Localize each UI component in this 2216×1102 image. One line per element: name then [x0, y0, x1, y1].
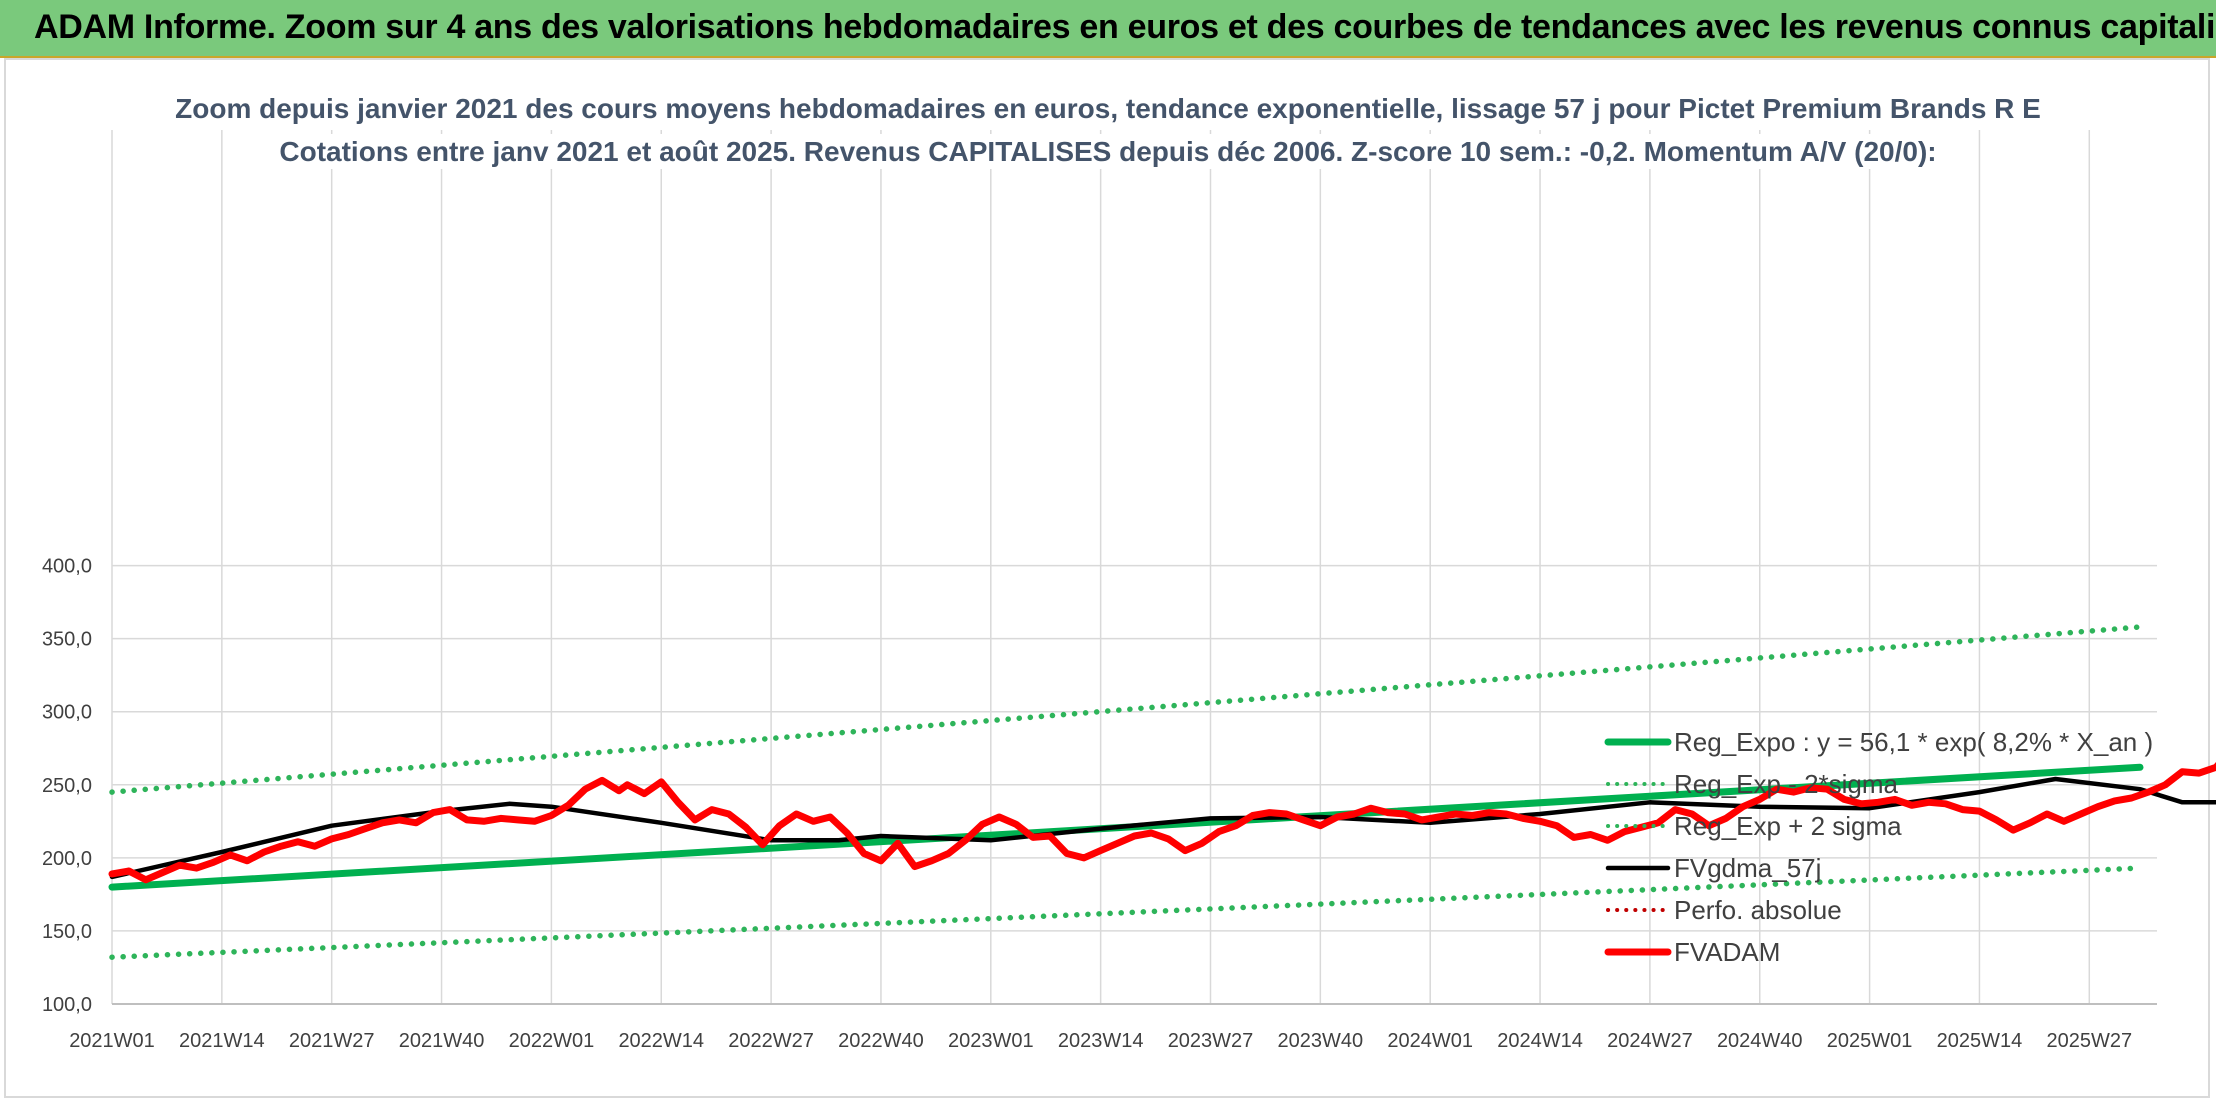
x-tick-label: 2025W01: [1827, 1030, 1913, 1052]
x-tick-label: 2021W27: [289, 1030, 375, 1052]
legend-fvadam-label: FVADAM: [1674, 937, 1780, 967]
x-tick-label: 2023W01: [948, 1030, 1034, 1052]
x-tick-label: 2025W27: [2046, 1030, 2132, 1052]
x-tick-label: 2024W27: [1607, 1030, 1693, 1052]
series-lines: [108, 624, 2216, 960]
legend-perfo-label: Perfo. absolue: [1674, 895, 1842, 925]
fvadam-line: [108, 762, 2216, 884]
chart-title: Zoom depuis janvier 2021 des cours moyen…: [175, 93, 2041, 124]
x-tick-label: 2023W27: [1168, 1030, 1254, 1052]
x-axis-labels: 2021W01 2021W14 2021W27 2021W40 2022W01 2022W…: [69, 1030, 2132, 1052]
x-tick-label: 2024W14: [1497, 1030, 1583, 1052]
x-tick-label: 2022W40: [838, 1030, 924, 1052]
chart-title-background: [167, 91, 2049, 126]
x-tick-label: 2024W40: [1717, 1030, 1803, 1052]
x-tick-label: 2024W01: [1387, 1030, 1473, 1052]
legend-reg-exp-plus-label: Reg_Exp + 2 sigma: [1674, 811, 1902, 841]
y-tick-label: 150,0: [42, 921, 92, 943]
x-tick-label: 2021W01: [69, 1030, 155, 1052]
x-tick-label: 2025W14: [1937, 1030, 2023, 1052]
legend-reg-exp-minus-label: Reg_Exp - 2*sigma: [1674, 769, 1899, 799]
y-tick-label: 300,0: [42, 702, 92, 724]
y-axis-labels: 100,0 150,0 200,0 250,0 300,0 350,0 400,0: [42, 556, 92, 1016]
x-tick-label: 2022W01: [509, 1030, 595, 1052]
chart-subtitle: Cotations entre janv 2021 et août 2025. …: [279, 136, 1936, 167]
legend-reg-expo-label: Reg_Expo : y = 56,1 * exp( 8,2% * X_an ): [1674, 727, 2153, 757]
x-tick-label: 2021W40: [399, 1030, 485, 1052]
y-tick-label: 400,0: [42, 556, 92, 578]
y-tick-label: 250,0: [42, 775, 92, 797]
y-tick-label: 200,0: [42, 848, 92, 870]
chart-subtitle-background: [271, 134, 1945, 169]
y-tick-label: 100,0: [42, 994, 92, 1016]
y-tick-label: 350,0: [42, 629, 92, 651]
reg-exp-plus-2sigma-line: [109, 624, 2143, 795]
grid: [111, 130, 2157, 1005]
chart-frame: [4, 58, 2210, 1098]
title-banner: ADAM Informe. Zoom sur 4 ans des valoris…: [0, 0, 2216, 58]
x-tick-label: 2023W40: [1278, 1030, 1364, 1052]
legend: Reg_Expo : y = 56,1 * exp( 8,2% * X_an )…: [1604, 727, 2153, 967]
fvgdma-57j-line: [109, 776, 2216, 880]
x-tick-label: 2023W14: [1058, 1030, 1144, 1052]
x-tick-label: 2022W14: [618, 1030, 704, 1052]
x-tick-label: 2022W27: [728, 1030, 814, 1052]
banner-title: ADAM Informe. Zoom sur 4 ans des valoris…: [34, 8, 2216, 46]
x-tick-label: 2021W14: [179, 1030, 265, 1052]
legend-fvgdma-label: FVgdma_57j: [1674, 853, 1821, 883]
